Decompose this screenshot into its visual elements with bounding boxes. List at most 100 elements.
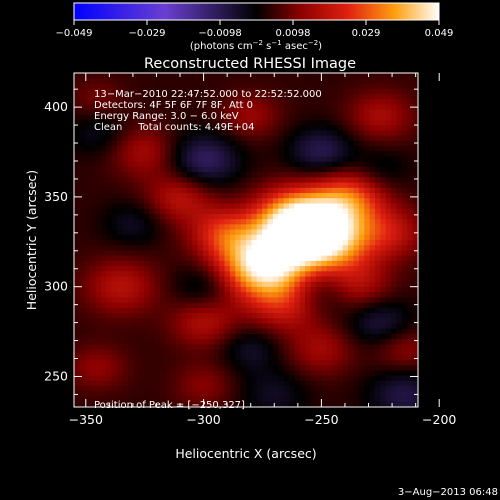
heatmap-cell bbox=[342, 88, 349, 95]
heatmap-cell bbox=[240, 313, 247, 319]
heatmap-cell bbox=[305, 125, 312, 132]
heatmap-cell bbox=[385, 313, 392, 319]
heatmap-cell bbox=[74, 313, 80, 319]
heatmap-cell bbox=[337, 396, 344, 403]
heatmap-cell bbox=[138, 88, 145, 95]
heatmap-cell bbox=[246, 93, 252, 100]
heatmap-cell bbox=[74, 245, 80, 252]
heatmap-cell bbox=[219, 99, 226, 105]
heatmap-cell bbox=[267, 156, 274, 163]
heatmap-cell bbox=[278, 380, 285, 387]
heatmap-cell bbox=[229, 281, 236, 288]
heatmap-cell bbox=[122, 260, 129, 267]
heatmap-cell bbox=[401, 229, 408, 236]
heatmap-cell bbox=[192, 375, 199, 382]
heatmap-cell bbox=[176, 213, 183, 220]
heatmap-cell bbox=[170, 391, 177, 398]
heatmap-cell bbox=[315, 166, 322, 173]
heatmap-cell bbox=[186, 307, 193, 314]
heatmap-cell bbox=[84, 151, 91, 158]
heatmap-cell bbox=[251, 370, 258, 377]
heatmap-cell bbox=[385, 365, 392, 372]
heatmap-cell bbox=[332, 130, 338, 137]
heatmap-cell bbox=[267, 344, 274, 351]
heatmap-cell bbox=[380, 151, 387, 158]
heatmap-cell bbox=[106, 386, 113, 392]
heatmap-cell bbox=[375, 172, 381, 178]
heatmap-cell bbox=[348, 260, 355, 267]
heatmap-cell bbox=[310, 386, 317, 392]
heatmap-cell bbox=[122, 297, 129, 304]
heatmap-cell bbox=[186, 104, 193, 111]
heatmap-cell bbox=[149, 130, 156, 137]
heatmap-cell bbox=[385, 172, 392, 178]
heatmap-cell bbox=[401, 146, 408, 152]
heatmap-cell bbox=[396, 125, 403, 132]
heatmap-cell bbox=[208, 323, 215, 330]
heatmap-cell bbox=[79, 396, 86, 403]
heatmap-cell bbox=[353, 229, 360, 236]
heatmap-cell bbox=[294, 370, 301, 377]
heatmap-cell bbox=[208, 224, 215, 231]
heatmap-cell bbox=[235, 203, 242, 210]
heatmap-cell bbox=[305, 109, 312, 116]
heatmap-cell bbox=[106, 93, 113, 100]
heatmap-cell bbox=[186, 182, 193, 189]
heatmap-cell bbox=[111, 83, 118, 90]
heatmap-cell bbox=[315, 401, 322, 407]
heatmap-cell bbox=[358, 302, 365, 309]
heatmap-cell bbox=[186, 328, 193, 335]
heatmap-cell bbox=[133, 73, 140, 79]
heatmap-cell bbox=[84, 328, 91, 335]
heatmap-cell bbox=[412, 255, 418, 262]
heatmap-cell bbox=[348, 146, 355, 152]
heatmap-cell bbox=[256, 245, 263, 252]
heatmap-cell bbox=[240, 318, 247, 325]
heatmap-cell bbox=[208, 271, 215, 278]
heatmap-cell bbox=[133, 83, 140, 90]
heatmap-cell bbox=[337, 125, 344, 132]
heatmap-cell bbox=[326, 333, 333, 340]
heatmap-cell bbox=[375, 266, 381, 272]
heatmap-cell bbox=[181, 99, 188, 105]
heatmap-cell bbox=[197, 146, 204, 152]
heatmap-cell bbox=[117, 386, 123, 392]
heatmap-cell bbox=[385, 93, 392, 100]
heatmap-cell bbox=[256, 360, 263, 366]
heatmap-cell bbox=[143, 109, 150, 116]
heatmap-cell bbox=[213, 349, 220, 356]
heatmap-cell bbox=[219, 172, 226, 178]
heatmap-cell bbox=[149, 104, 156, 111]
heatmap-cell bbox=[358, 93, 365, 100]
heatmap-cell bbox=[326, 93, 333, 100]
heatmap-cell bbox=[111, 78, 118, 85]
heatmap-cell bbox=[181, 370, 188, 377]
heatmap-cell bbox=[100, 78, 107, 85]
heatmap-cell bbox=[353, 328, 360, 335]
heatmap-cell bbox=[401, 208, 408, 215]
heatmap-cell bbox=[251, 286, 258, 293]
heatmap-cell bbox=[358, 208, 365, 215]
heatmap-cell bbox=[262, 198, 269, 205]
heatmap-cell bbox=[106, 360, 113, 366]
heatmap-cell bbox=[149, 234, 156, 241]
heatmap-cell bbox=[294, 140, 301, 147]
heatmap-cell bbox=[186, 172, 193, 178]
heatmap-cell bbox=[375, 224, 381, 231]
heatmap-cell bbox=[272, 344, 279, 351]
heatmap-cell bbox=[391, 203, 398, 210]
heatmap-cell bbox=[90, 360, 97, 366]
heatmap-cell bbox=[122, 161, 129, 168]
heatmap-cell bbox=[106, 140, 113, 147]
heatmap-cell bbox=[385, 119, 392, 126]
heatmap-cell bbox=[289, 83, 295, 90]
heatmap-cell bbox=[396, 349, 403, 356]
heatmap-cell bbox=[342, 198, 349, 205]
heatmap-cell bbox=[208, 229, 215, 236]
heatmap-cell bbox=[358, 193, 365, 199]
heatmap-cell bbox=[117, 323, 123, 330]
heatmap-cell bbox=[208, 166, 215, 173]
heatmap-cell bbox=[90, 354, 97, 361]
heatmap-cell bbox=[272, 375, 279, 382]
